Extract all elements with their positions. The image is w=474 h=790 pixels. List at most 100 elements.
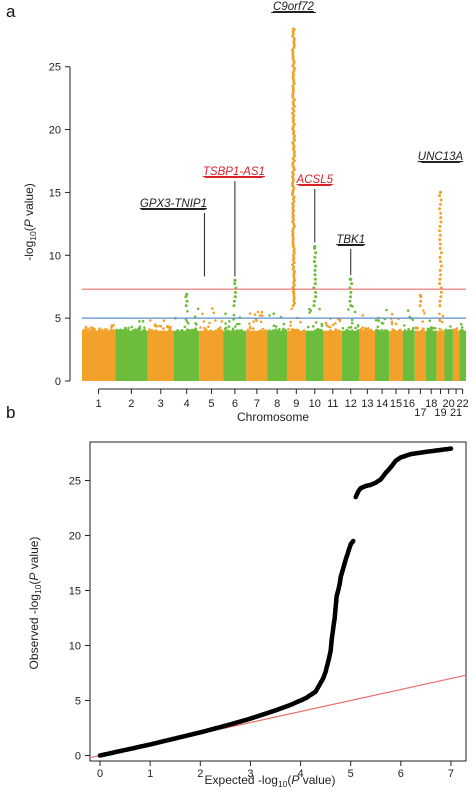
manhattan-peak-point [313,255,317,259]
manhattan-peak-point [292,154,296,158]
manhattan-peak-point [312,299,316,303]
manhattan-point [136,329,139,333]
manhattan-peak-point [291,184,295,188]
manhattan-point [209,329,213,332]
manhattan-peak-point [291,245,295,249]
panel-a-letter: a [6,2,16,21]
manhattan-peak-point [438,299,442,303]
manhattan-point [440,329,444,333]
manhattan-point [381,322,385,325]
manhattan-point [376,325,380,329]
manhattan-peak-point [439,216,443,220]
manhattan-peak-point [185,292,189,296]
manhattan-point [180,329,184,332]
manhattan-point [440,320,444,324]
manhattan-y-tick-label: 15 [49,187,61,199]
manhattan-point [327,325,330,328]
manhattan-peak-point [292,61,296,65]
manhattan-point [162,327,165,330]
manhattan-point [431,326,435,330]
chromosome-tick-label: 6 [232,398,238,410]
manhattan-peak-point [292,152,296,156]
manhattan-peak-point [292,265,296,269]
manhattan-point [186,310,189,313]
chromosome-band-19 [436,330,445,381]
manhattan-point [347,326,351,329]
chromosome-tick-label: 16 [403,398,415,410]
manhattan-point [438,319,442,323]
manhattan-peak-point [292,279,296,283]
manhattan-peak-point [292,80,296,83]
qq-y-tick-label: 10 [69,641,81,653]
chromosome-tick-label: 7 [254,398,260,410]
chromosome-band-2 [115,330,148,381]
manhattan-point [427,328,431,331]
manhattan-point [411,329,414,332]
manhattan-point [272,324,276,328]
manhattan-peak-point [292,143,296,147]
manhattan-x-axis-title: Chromosome [237,410,309,424]
manhattan-peak-point [292,186,296,190]
manhattan-point [318,307,321,311]
manhattan-point [214,329,218,333]
manhattan-point [438,312,441,316]
manhattan-peak-point [438,268,442,272]
manhattan-peak-point [292,222,296,226]
chromosome-tick-label: 14 [376,398,388,410]
manhattan-point [357,329,360,332]
manhattan-peak-point [292,261,296,265]
manhattan-point [234,325,237,328]
manhattan-peak-point [291,161,295,165]
manhattan-point [331,323,335,327]
manhattan-peak-point [233,295,237,299]
manhattan-point [260,314,264,318]
manhattan-peak-point [314,251,318,255]
manhattan-point [87,327,90,331]
manhattan-peak-point [291,211,295,215]
manhattan-peak-point [291,30,295,34]
manhattan-peak-point [418,304,422,308]
chromosome-tick-label: 22 [456,398,468,410]
manhattan-point [354,326,357,330]
manhattan-point [232,318,235,321]
chromosome-tick-label: 4 [184,398,190,410]
qq-x-tick-label: 2 [197,768,203,780]
manhattan-point [183,325,187,329]
manhattan-peak-point [292,73,295,77]
manhattan-peak-point [312,304,316,308]
chromosome-band-16 [402,330,415,381]
manhattan-peak-point [438,224,442,228]
manhattan-point [196,307,200,311]
manhattan-peak-point [439,251,443,255]
manhattan-point [422,309,425,312]
manhattan-point [360,329,363,332]
manhattan-point [193,315,197,319]
manhattan-point [390,322,394,326]
manhattan-point [347,308,350,311]
manhattan-y-tick-label: 5 [55,313,61,325]
manhattan-point [252,320,255,323]
manhattan-peak-point [418,293,422,298]
manhattan-point [138,325,142,329]
manhattan-y-tick-label: 10 [49,250,61,262]
manhattan-peak-point [438,304,442,308]
manhattan-y-tick-label: 25 [49,62,61,74]
manhattan-point [278,327,281,331]
chromosome-tick-label: 12 [345,398,357,410]
chromosome-tick-label: 13 [361,398,373,410]
chromosome-band-20 [444,330,453,381]
chromosome-tick-label: 19 [434,407,446,419]
manhattan-peak-point [438,242,442,246]
manhattan-point [407,328,410,331]
manhattan-point [314,321,318,324]
chromosome-tick-label: 3 [158,398,164,410]
manhattan-peak-point [291,116,295,120]
manhattan-peak-point [292,292,296,296]
manhattan-peak-point [291,240,295,244]
manhattan-peak-point [292,39,296,43]
manhattan-peak-point [292,159,296,163]
qq-x-axis-title: Expected -log10(P value) [205,773,336,789]
chromosome-tick-label: 2 [128,398,134,410]
qq-plot-frame [89,441,467,762]
